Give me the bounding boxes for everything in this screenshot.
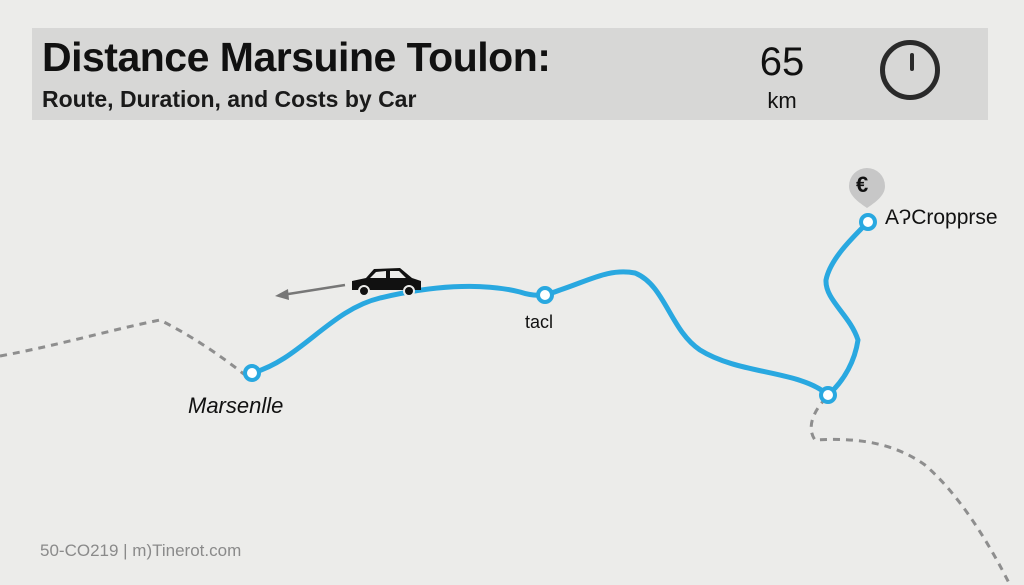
euro-pin-icon — [849, 168, 885, 208]
waypoint-end[interactable] — [859, 213, 877, 231]
dashed-road-south — [809, 396, 1012, 585]
end-city-label: AɁCropрrse — [885, 206, 998, 229]
waypoint-south[interactable] — [819, 386, 837, 404]
page-subtitle: Route, Duration, and Costs by Car — [42, 86, 417, 112]
direction-arrow — [275, 283, 346, 300]
distance-value: 65 — [759, 40, 805, 84]
mid-city-label: tacl — [525, 312, 554, 332]
clock-icon — [880, 40, 940, 100]
euro-pin-symbol: € — [856, 172, 869, 197]
start-city-label: Marsenlle — [188, 393, 284, 418]
dashed-road-west — [0, 318, 246, 377]
waypoint-mid[interactable] — [536, 286, 554, 304]
page-title: Distance Marsuine Toulon: — [42, 34, 551, 80]
car-icon — [352, 268, 421, 297]
waypoint-start[interactable] — [243, 364, 261, 382]
header-banner: Distance Marsuine Toulon: Route, Duratio… — [32, 28, 988, 120]
distance-unit: km — [767, 88, 797, 113]
route-line — [249, 219, 871, 398]
footer-credit: 50-CO219 | m)Tinerot.com — [40, 541, 242, 560]
